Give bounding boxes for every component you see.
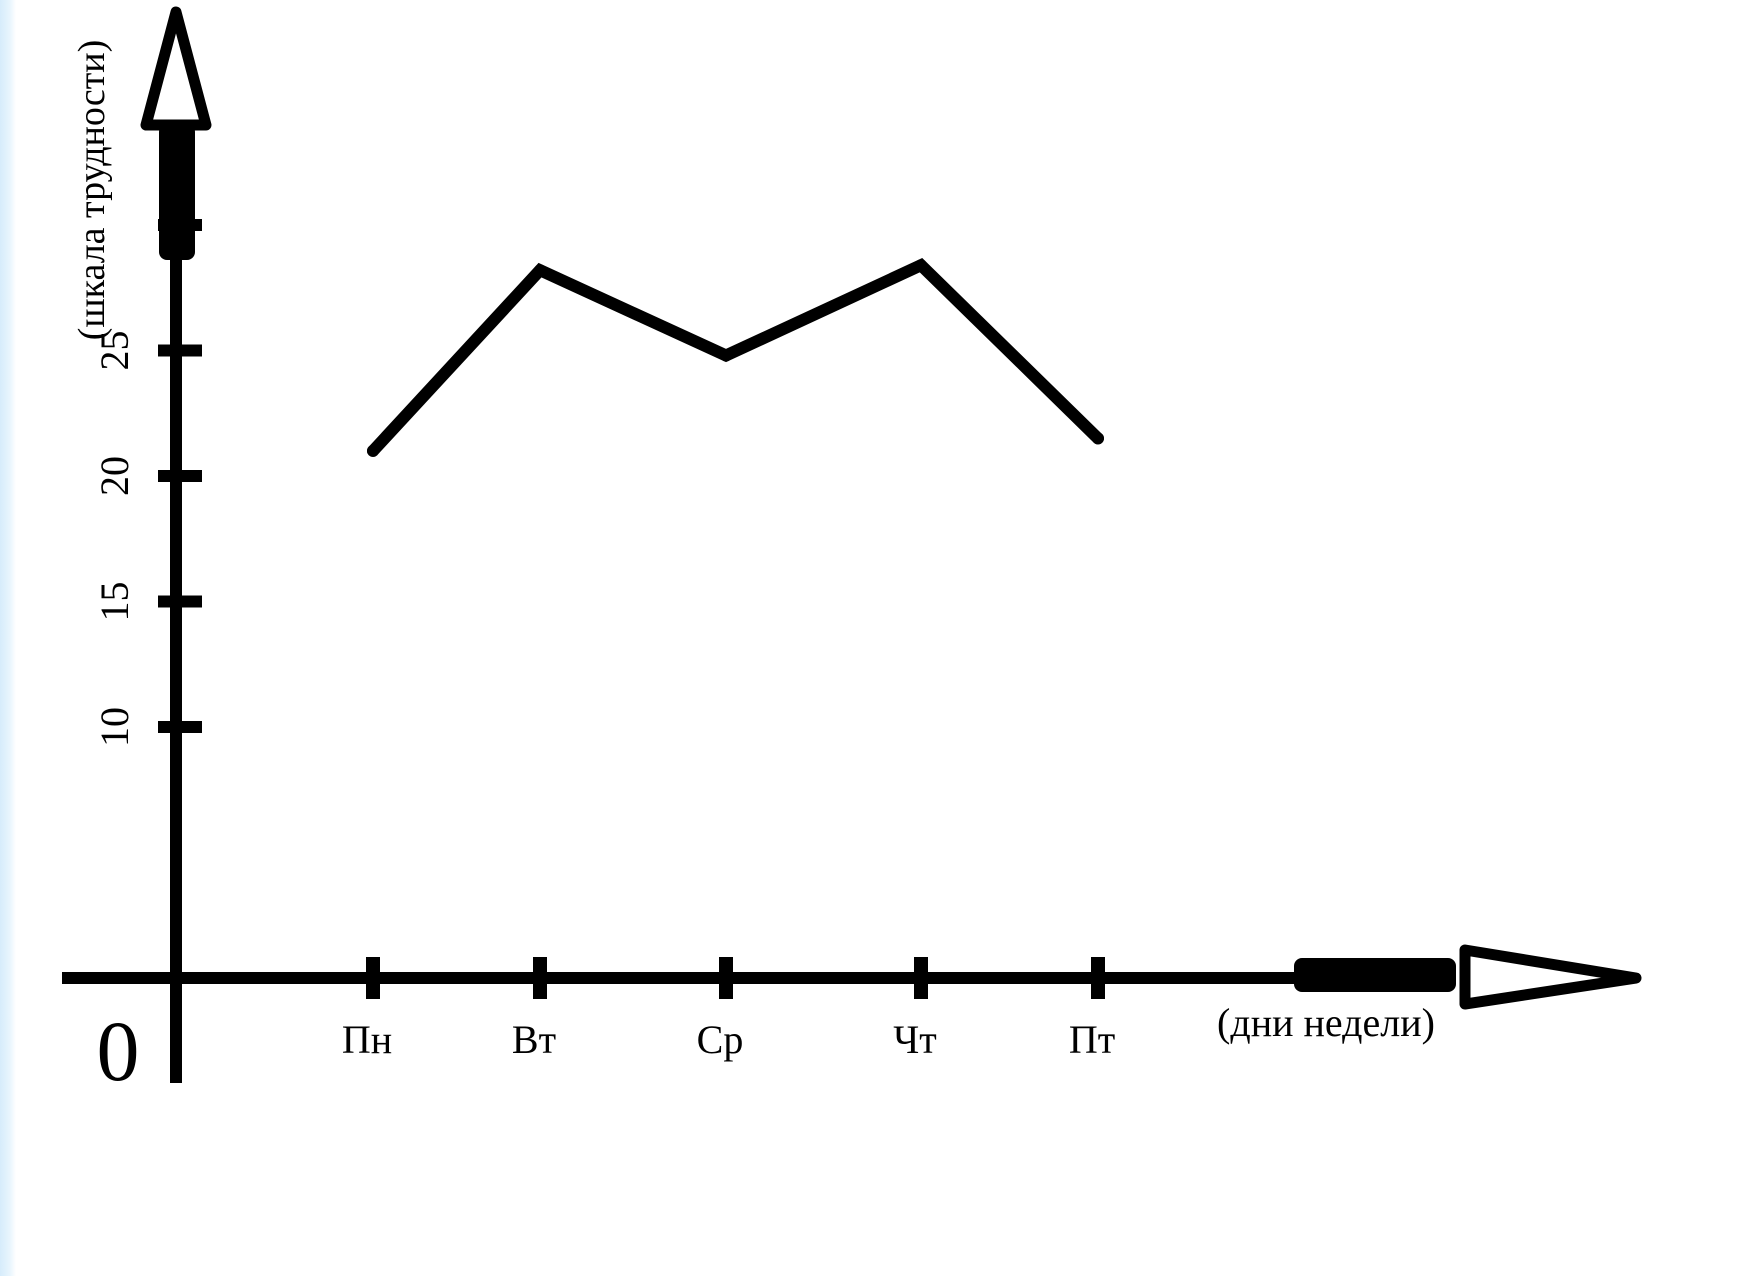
y-axis-thick-segment (159, 124, 195, 260)
y-tick-label-25: 25 (92, 331, 137, 371)
x-axis (62, 944, 1642, 1010)
origin-label: 0 (97, 1003, 140, 1099)
x-axis-title: (дни недели) (1217, 1000, 1435, 1045)
series-layer (367, 258, 1104, 457)
data-point-Ср (720, 349, 732, 362)
x-tick-label-3: Чт (893, 1017, 936, 1062)
x-axis-thick-segment (1294, 958, 1456, 992)
x-tick-label-0: Пн (342, 1017, 392, 1062)
x-tick-label-2: Ср (697, 1017, 744, 1062)
data-point-Пн (367, 444, 379, 457)
y-axis-title: (шкала трудности) (71, 40, 113, 341)
data-point-Чт (915, 259, 927, 272)
series-line-0 (367, 258, 1104, 457)
y-axis (140, 6, 212, 1083)
y-ticks (158, 219, 202, 733)
x-tick-label-4: Пт (1069, 1017, 1115, 1062)
x-ticks (366, 957, 1105, 999)
y-tick-label-15: 15 (92, 582, 137, 622)
x-axis-arrowhead (1459, 944, 1642, 1010)
y-axis-arrowhead (140, 6, 212, 131)
y-tick-label-10: 10 (92, 707, 137, 747)
data-point-Пт (1092, 432, 1104, 445)
x-tick-label-1: Вт (512, 1017, 556, 1062)
y-tick-label-20: 20 (92, 456, 137, 496)
y-tick-labels: 10 15 20 25 (92, 331, 137, 748)
data-point-Вт (534, 264, 546, 277)
x-tick-labels: Пн Вт Ср Чт Пт (342, 1017, 1115, 1062)
